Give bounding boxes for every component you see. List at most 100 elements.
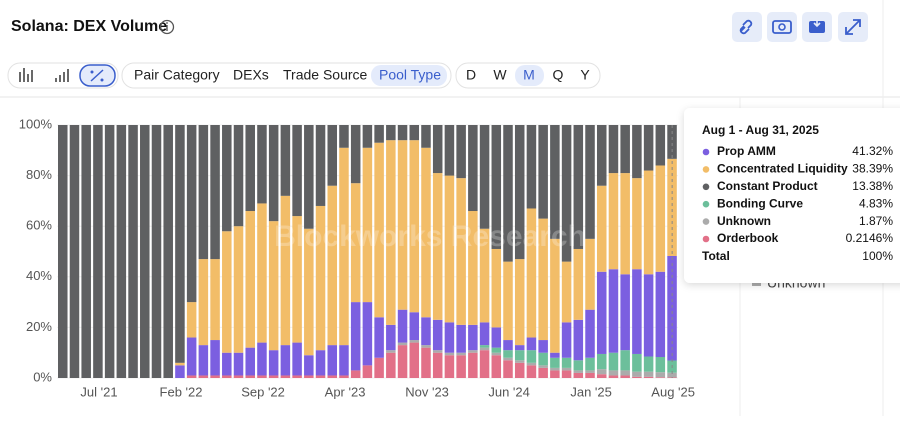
download-button[interactable]: [802, 12, 832, 42]
tooltip-name: Unknown: [717, 214, 771, 228]
bar-segment: [538, 125, 548, 219]
bar-segment: [432, 173, 443, 320]
bar-segment: [362, 125, 373, 148]
info-icon[interactable]: [159, 19, 175, 35]
bar-segment: [222, 125, 232, 232]
bar-segment: [550, 357, 560, 368]
bar-segment: [655, 372, 666, 378]
bar-segment: [585, 125, 595, 239]
bar-segment: [491, 355, 502, 378]
bar-segment: [386, 140, 396, 325]
bar-segment: [315, 125, 326, 206]
bar-segment: [526, 365, 537, 378]
bar-segment: [280, 125, 291, 196]
bar-segment: [233, 125, 244, 227]
bar-segment: [479, 345, 490, 348]
bar-segment: [81, 125, 91, 378]
tooltip-value: 13.38%: [852, 179, 893, 193]
bar-segment: [620, 274, 630, 351]
bar-segment: [491, 327, 502, 348]
y-tick-label: 60%: [26, 218, 52, 233]
bar-segment: [397, 342, 408, 346]
tooltip-dot: [702, 148, 710, 156]
tooltip-name: Bonding Curve: [717, 196, 803, 210]
bar-segment: [280, 195, 291, 346]
bar-segment: [245, 125, 255, 212]
link-button[interactable]: [732, 12, 762, 42]
bar-segment: [421, 147, 431, 318]
tab[interactable]: Pair Category: [134, 67, 220, 83]
interval[interactable]: D: [466, 67, 476, 83]
stack-icon[interactable]: [55, 69, 69, 82]
tab[interactable]: DEXs: [233, 67, 269, 83]
bar-segment: [327, 185, 338, 346]
bar-segment: [292, 342, 302, 376]
bar-segment: [421, 345, 431, 348]
bar-segment: [222, 352, 232, 376]
bar-segment: [596, 271, 607, 354]
interval[interactable]: Q: [553, 67, 564, 83]
tooltip-dot: [702, 200, 710, 208]
bar-segment: [444, 175, 455, 323]
bar-segment: [538, 365, 548, 368]
bar-segment: [186, 302, 197, 338]
tooltip-value: 41.32%: [852, 144, 893, 158]
bar-segment: [198, 345, 209, 376]
bar-segment: [456, 324, 466, 353]
bar-segment: [655, 377, 666, 378]
tooltip-value: 38.39%: [852, 162, 893, 176]
bar-segment: [468, 125, 478, 212]
bar-segment: [503, 360, 513, 378]
bar-icon[interactable]: [19, 68, 33, 82]
bar-segment: [550, 367, 560, 371]
bar-segment: [409, 342, 420, 378]
tooltip-value: 0.2146%: [846, 231, 894, 245]
y-tick-label: 20%: [26, 319, 52, 334]
bar-segment: [526, 125, 537, 209]
bar-segment: [362, 302, 373, 366]
bar-segment: [479, 228, 490, 323]
expand-button[interactable]: [838, 12, 868, 42]
snapshot-button[interactable]: [767, 12, 797, 42]
bar-segment: [386, 125, 396, 141]
interval[interactable]: Y: [580, 67, 590, 83]
bar-segment: [362, 147, 373, 303]
bar-segment: [632, 178, 642, 270]
y-tick-label: 100%: [19, 116, 53, 131]
x-tick-label: Apr '23: [325, 384, 366, 399]
bar-segment: [386, 324, 396, 351]
bar-segment: [350, 183, 361, 303]
interval[interactable]: M: [523, 67, 535, 83]
bar-segment: [491, 352, 502, 356]
tooltip-name: Prop AMM: [717, 144, 776, 158]
tab[interactable]: Pool Type: [379, 67, 441, 83]
bar-segment: [397, 345, 408, 378]
bar-segment: [608, 125, 619, 174]
plot: 0% 20% 40% 60% 80% 100% Jul '21 Feb '22 Sep '22 A…: [19, 116, 695, 399]
bar-segment: [608, 173, 619, 270]
tab[interactable]: Trade Source: [283, 67, 368, 83]
tooltip-dot: [702, 218, 710, 225]
interval[interactable]: W: [493, 67, 507, 83]
bar-segment: [514, 125, 525, 260]
bar-segment: [643, 371, 654, 377]
bar-segment: [608, 375, 619, 378]
bar-segment: [397, 140, 408, 310]
bar-segment: [350, 302, 361, 371]
bar-segment: [186, 337, 197, 376]
bar-segment: [632, 371, 642, 377]
bar-segment: [608, 370, 619, 376]
bar-segment: [292, 375, 302, 378]
bar-segment: [163, 125, 173, 378]
bar-segment: [409, 312, 420, 341]
bar-segment: [550, 125, 560, 239]
bar-segment: [456, 178, 466, 325]
bar-segment: [245, 211, 255, 348]
bar-segment: [175, 125, 185, 363]
bar-segment: [233, 375, 244, 378]
tooltip: Aug 1 - Aug 31, 2025 Prop AMM 41.32% Concen…: [684, 108, 900, 283]
bar-segment: [643, 356, 654, 372]
y-tick-label: 80%: [26, 167, 52, 182]
bar-segment: [222, 375, 232, 378]
